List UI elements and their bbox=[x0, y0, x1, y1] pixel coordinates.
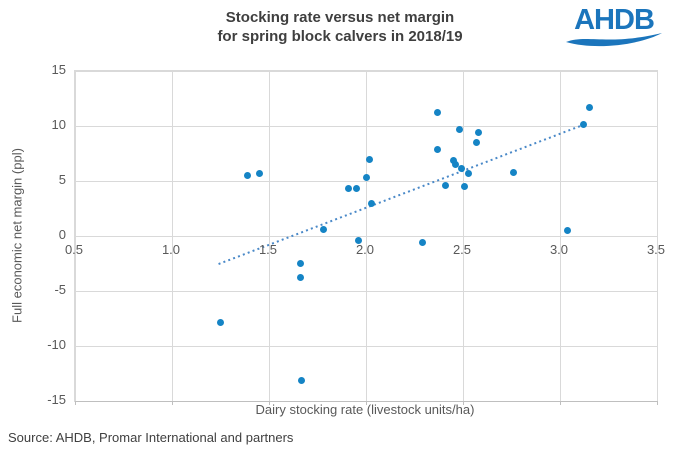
data-point bbox=[354, 236, 362, 244]
x-axis-tickmark bbox=[171, 401, 173, 405]
gridline-vertical bbox=[171, 71, 173, 401]
y-axis-tick-label: 10 bbox=[51, 117, 66, 132]
data-point bbox=[368, 199, 376, 207]
x-axis-tick-label: 1.0 bbox=[161, 242, 181, 257]
data-point bbox=[298, 376, 306, 384]
trendline bbox=[218, 123, 584, 265]
data-point bbox=[579, 121, 587, 129]
x-axis-tick-label: 3.5 bbox=[646, 242, 666, 257]
y-axis-tick-label: -10 bbox=[47, 337, 66, 352]
data-point bbox=[296, 260, 304, 267]
data-point bbox=[449, 156, 457, 164]
x-axis-tick-label: 0.5 bbox=[64, 242, 84, 257]
x-axis-tick-label: 2.0 bbox=[355, 242, 375, 257]
data-point bbox=[296, 274, 304, 282]
data-point bbox=[366, 155, 374, 163]
data-point bbox=[255, 169, 263, 177]
y-axis-tick-label: 15 bbox=[51, 62, 66, 77]
data-point bbox=[434, 145, 442, 153]
chart-title-line2: for spring block calvers in 2018/19 bbox=[217, 28, 463, 45]
x-axis-tickmark bbox=[74, 401, 76, 405]
x-axis-tick-label: 2.5 bbox=[452, 242, 472, 257]
gridline-vertical bbox=[559, 71, 561, 401]
data-point bbox=[319, 225, 327, 233]
chart-title-line1: Stocking rate versus net margin bbox=[225, 9, 455, 26]
y-axis-tick-label: -5 bbox=[54, 282, 66, 297]
x-axis-tickmark bbox=[462, 401, 464, 405]
x-axis-title: Dairy stocking rate (livestock units/ha) bbox=[255, 402, 475, 417]
data-point bbox=[509, 168, 517, 176]
source-note: Source: AHDB, Promar International and p… bbox=[8, 430, 294, 445]
x-axis-tickmark bbox=[656, 401, 658, 405]
data-point bbox=[461, 183, 469, 190]
data-point bbox=[434, 109, 442, 117]
data-point bbox=[352, 185, 360, 193]
ahdb-logo: AHDB bbox=[564, 6, 664, 48]
data-point bbox=[475, 129, 483, 137]
data-point bbox=[451, 161, 459, 168]
data-point bbox=[442, 181, 450, 189]
gridline-vertical bbox=[462, 71, 464, 401]
y-axis-tick-label: 0 bbox=[58, 227, 66, 242]
ahdb-logo-text: AHDB bbox=[574, 4, 655, 36]
data-point bbox=[455, 125, 463, 133]
x-axis-tickmark bbox=[365, 401, 367, 405]
data-point bbox=[362, 174, 370, 182]
gridline-vertical bbox=[74, 71, 76, 401]
y-axis-tick-label: 5 bbox=[58, 172, 66, 187]
x-axis-tick-label: 3.0 bbox=[549, 242, 569, 257]
data-point bbox=[457, 165, 465, 173]
data-point bbox=[418, 239, 426, 247]
data-point bbox=[244, 172, 252, 179]
gridline-vertical bbox=[365, 71, 367, 401]
x-axis-tickmark bbox=[268, 401, 270, 405]
x-axis-tick-label: 1.5 bbox=[258, 242, 278, 257]
data-point bbox=[473, 139, 481, 146]
data-point bbox=[585, 103, 593, 111]
chart-title: Stocking rate versus net margin for spri… bbox=[0, 8, 680, 46]
data-point bbox=[345, 185, 353, 193]
data-point bbox=[217, 319, 224, 327]
y-axis-tick-label: -15 bbox=[47, 392, 66, 407]
plot-area bbox=[74, 70, 658, 405]
data-point bbox=[564, 227, 572, 234]
data-point bbox=[465, 169, 473, 177]
gridline-vertical bbox=[656, 71, 658, 401]
x-axis-line bbox=[75, 401, 657, 402]
ahdb-wave-icon bbox=[566, 33, 662, 47]
gridline-vertical bbox=[268, 71, 270, 401]
x-axis-tickmark bbox=[559, 401, 561, 405]
